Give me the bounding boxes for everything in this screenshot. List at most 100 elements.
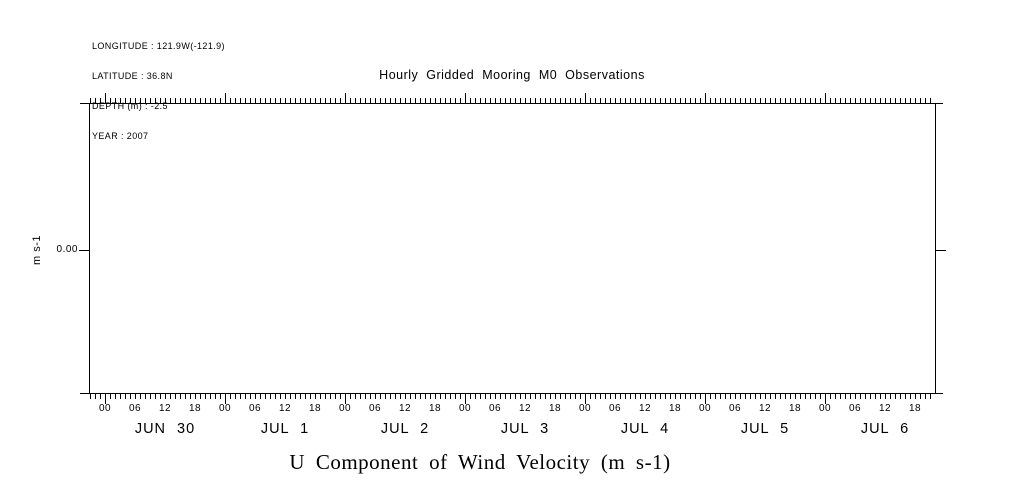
x-tick-bottom — [625, 394, 626, 399]
x-tick-bottom — [495, 394, 496, 399]
x-tick-bottom — [660, 394, 661, 399]
x-tick-top — [880, 98, 881, 103]
x-tick-top — [190, 98, 191, 103]
x-hour-label: 00 — [818, 403, 832, 414]
x-tick-bottom — [705, 394, 706, 404]
x-tick-bottom — [910, 394, 911, 399]
x-hour-label: 06 — [848, 403, 862, 414]
x-tick-top — [150, 98, 151, 103]
x-tick-top — [565, 98, 566, 103]
x-tick-bottom — [810, 394, 811, 399]
x-tick-top — [160, 98, 161, 103]
x-tick-top — [270, 98, 271, 103]
x-tick-bottom — [430, 394, 431, 399]
x-tick-top — [205, 98, 206, 103]
x-tick-top — [330, 98, 331, 103]
x-tick-top — [775, 98, 776, 103]
x-tick-bottom — [300, 394, 301, 399]
x-tick-top — [855, 98, 856, 103]
x-tick-bottom — [555, 394, 556, 399]
x-tick-bottom — [320, 394, 321, 399]
x-tick-bottom — [170, 394, 171, 399]
x-tick-top — [295, 98, 296, 103]
x-tick-bottom — [400, 394, 401, 399]
plot-border-top — [80, 103, 943, 104]
x-tick-bottom — [745, 394, 746, 399]
x-tick-bottom — [470, 394, 471, 399]
x-tick-top — [515, 98, 516, 103]
x-tick-top — [265, 98, 266, 103]
x-tick-bottom — [525, 394, 526, 399]
x-tick-bottom — [420, 394, 421, 399]
x-tick-bottom — [865, 394, 866, 399]
x-tick-top — [760, 98, 761, 103]
x-tick-bottom — [425, 394, 426, 399]
y-tick-left — [79, 250, 89, 251]
x-tick-bottom — [285, 394, 286, 399]
x-tick-bottom — [905, 394, 906, 399]
x-tick-bottom — [440, 394, 441, 399]
x-tick-bottom — [880, 394, 881, 399]
x-tick-top — [275, 98, 276, 103]
x-tick-top — [670, 98, 671, 103]
x-tick-top — [630, 98, 631, 103]
x-tick-top — [730, 98, 731, 103]
x-tick-bottom — [185, 394, 186, 399]
x-tick-top — [660, 98, 661, 103]
x-day-label: JUL 1 — [260, 421, 310, 437]
x-tick-top — [845, 98, 846, 103]
x-tick-bottom — [405, 394, 406, 399]
x-tick-bottom — [350, 394, 351, 399]
x-tick-bottom — [260, 394, 261, 399]
x-tick-top — [595, 98, 596, 103]
x-tick-top — [455, 98, 456, 103]
x-tick-top — [930, 98, 931, 103]
x-tick-top — [425, 98, 426, 103]
x-tick-bottom — [475, 394, 476, 399]
x-tick-top — [575, 98, 576, 103]
x-tick-top — [480, 98, 481, 103]
x-hour-label: 18 — [428, 403, 442, 414]
x-tick-top — [840, 98, 841, 103]
x-tick-top — [810, 98, 811, 103]
x-tick-bottom — [870, 394, 871, 399]
x-tick-top — [140, 98, 141, 103]
x-hour-label: 00 — [458, 403, 472, 414]
x-tick-bottom — [800, 394, 801, 399]
x-tick-bottom — [455, 394, 456, 399]
x-tick-bottom — [915, 394, 916, 399]
x-tick-top — [695, 98, 696, 103]
x-tick-bottom — [620, 394, 621, 399]
x-tick-top — [200, 98, 201, 103]
metadata-latitude: LATITUDE : 36.8N — [92, 71, 173, 81]
x-tick-top — [885, 98, 886, 103]
x-tick-bottom — [135, 394, 136, 399]
x-tick-top — [490, 98, 491, 103]
x-tick-top — [835, 98, 836, 103]
x-tick-top — [135, 98, 136, 103]
x-tick-top — [890, 98, 891, 103]
metadata-year: YEAR : 2007 — [92, 131, 149, 141]
x-tick-bottom — [515, 394, 516, 399]
x-tick-top — [170, 98, 171, 103]
x-tick-bottom — [655, 394, 656, 399]
x-tick-top — [405, 98, 406, 103]
x-tick-bottom — [230, 394, 231, 399]
x-tick-bottom — [805, 394, 806, 399]
x-tick-bottom — [720, 394, 721, 399]
x-tick-top — [795, 98, 796, 103]
x-tick-bottom — [395, 394, 396, 399]
x-tick-bottom — [385, 394, 386, 399]
x-day-label: JUL 5 — [740, 421, 790, 437]
x-tick-top — [385, 98, 386, 103]
x-tick-top — [485, 98, 486, 103]
x-tick-top — [580, 98, 581, 103]
x-tick-bottom — [155, 394, 156, 399]
x-tick-bottom — [855, 394, 856, 399]
x-tick-top — [495, 98, 496, 103]
x-tick-bottom — [580, 394, 581, 399]
x-tick-bottom — [590, 394, 591, 399]
x-hour-label: 12 — [518, 403, 532, 414]
x-tick-top — [715, 98, 716, 103]
x-tick-top — [440, 98, 441, 103]
